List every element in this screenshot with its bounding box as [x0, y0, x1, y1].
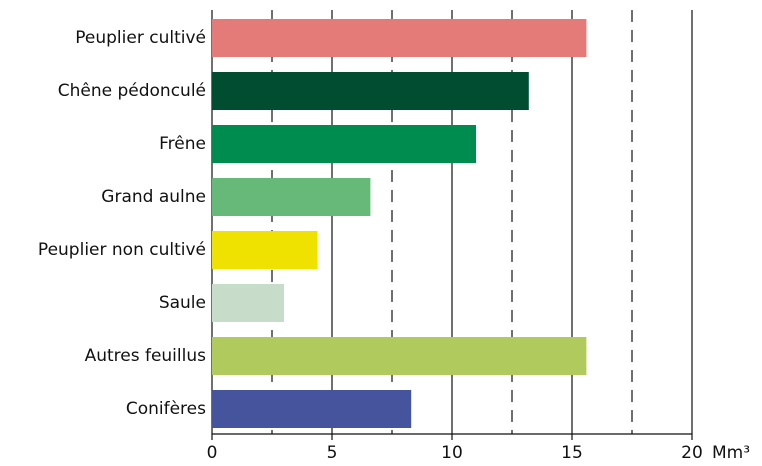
bar — [212, 72, 529, 110]
bar — [212, 125, 476, 163]
x-tick-label: 20 — [681, 443, 703, 463]
x-tick-label: 15 — [561, 443, 583, 463]
bar — [212, 337, 587, 375]
bar — [212, 390, 412, 428]
bar — [212, 19, 587, 57]
y-tick-label: Saule — [159, 293, 206, 313]
bar — [212, 231, 318, 269]
x-tick-label: 0 — [207, 443, 218, 463]
x-tick-label: 5 — [327, 443, 338, 463]
y-tick-label: Peuplier non cultivé — [38, 240, 206, 260]
y-tick-label: Grand aulne — [101, 187, 206, 207]
y-tick-label: Autres feuillus — [85, 346, 207, 366]
bar — [212, 178, 371, 216]
y-tick-label: Conifères — [126, 399, 206, 419]
y-tick-label: Chêne pédonculé — [58, 81, 206, 101]
y-tick-label: Frêne — [159, 134, 206, 154]
x-axis-label: Mm³ — [712, 443, 750, 463]
y-tick-label: Peuplier cultivé — [75, 28, 206, 48]
x-tick-label: 10 — [441, 443, 463, 463]
bar — [212, 284, 284, 322]
